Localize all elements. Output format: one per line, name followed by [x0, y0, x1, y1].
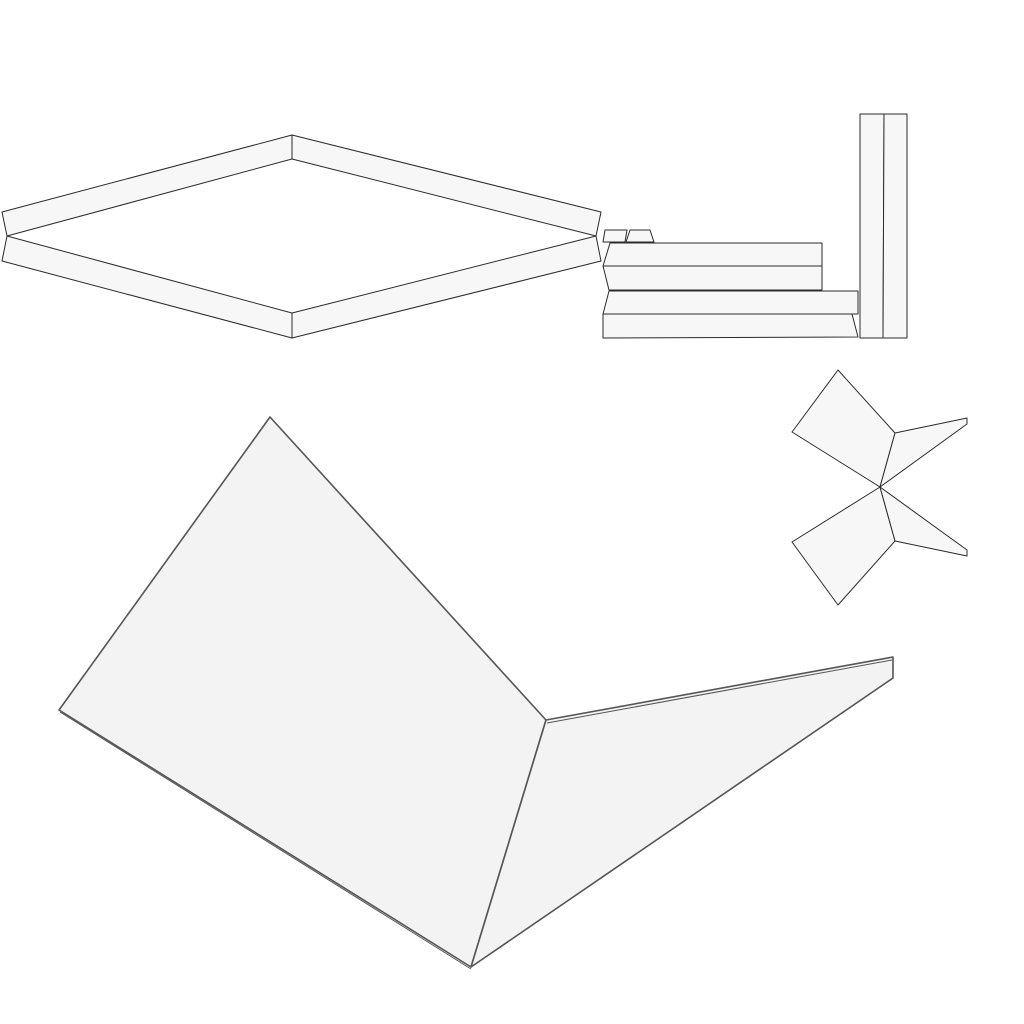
strip-2	[602, 265, 823, 291]
diamond-frame-upper-right-strip	[291, 134, 602, 237]
bowtie-fold	[791, 369, 968, 606]
sheet-edge-thickness	[546, 659, 893, 724]
diamond-frame-upper-left-strip	[1, 134, 293, 237]
diamond-frame	[1, 134, 602, 339]
small-tab-right	[625, 229, 655, 243]
post-left-face	[859, 113, 885, 339]
strip-1	[602, 242, 823, 267]
bowtie-lower-wing	[879, 486, 968, 557]
strip-4	[602, 313, 859, 339]
sheet-right-panel	[470, 656, 894, 968]
upright-post	[859, 113, 908, 339]
small-tabs	[602, 229, 655, 243]
bowtie-upper-wing	[879, 417, 968, 488]
bowtie-upper-kite	[791, 369, 896, 488]
large-folded-sheet	[58, 416, 894, 970]
diamond-frame-lower-left-strip	[1, 235, 293, 339]
strip-3	[602, 290, 859, 315]
bowtie-lower-kite	[791, 486, 896, 606]
sheet-bottom-thickness	[59, 711, 472, 970]
post-right-face	[882, 113, 908, 339]
sheet-left-panel	[58, 416, 547, 968]
diamond-frame-lower-right-strip	[291, 235, 602, 339]
stacked-strips	[602, 242, 859, 339]
small-tab-left	[602, 229, 628, 243]
